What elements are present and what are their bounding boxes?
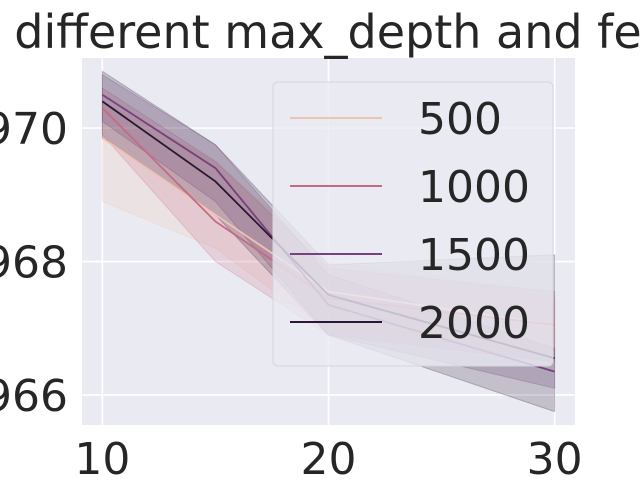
tick-labels: 10 20 30 966 968 970 [0,104,583,480]
ci-band-1500 [101,73,556,389]
chart-title: different max_depth and fe [14,5,640,59]
legend-box [272,81,554,367]
legend: 500 1000 1500 2000 [272,81,554,367]
x-tick-label-2: 30 [527,434,583,480]
legend-label-1500: 1500 [418,230,530,281]
y-tick-label-1: 968 [0,238,68,289]
x-tick-label-1: 20 [301,434,357,480]
y-tick-label-0: 966 [0,371,68,422]
legend-label-500: 500 [418,94,502,145]
y-tick-label-2: 970 [0,104,68,155]
x-tick-label-0: 10 [74,434,130,480]
legend-label-2000: 2000 [418,298,530,349]
legend-label-1000: 1000 [418,162,530,213]
